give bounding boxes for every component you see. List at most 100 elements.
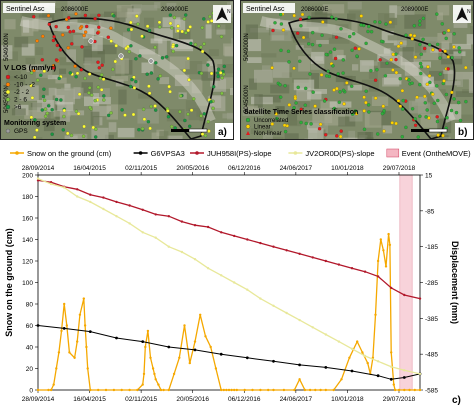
ps-point — [391, 52, 395, 57]
terrain-patch — [359, 60, 374, 72]
terrain-patch — [111, 76, 129, 82]
map-panel-b: Sentinel Asc 2086000E 2089000E 5049000N 5045… — [240, 0, 474, 140]
ps-point — [310, 30, 315, 35]
ps-point — [335, 134, 339, 138]
series-point — [172, 372, 176, 376]
x-tick-label-top: 02/11/2015 — [125, 165, 157, 172]
ps-point — [96, 85, 101, 89]
ps-point — [330, 15, 334, 19]
ps-point — [222, 64, 226, 69]
ps-point — [419, 71, 423, 76]
series-point — [403, 388, 406, 392]
ps-point — [283, 83, 287, 88]
ps-point — [373, 96, 378, 100]
terrain-patch — [250, 128, 273, 135]
terrain-patch — [216, 24, 226, 35]
terrain-patch — [170, 39, 193, 49]
y-tick-label-right: -385 — [425, 316, 438, 323]
ps-point — [168, 89, 172, 94]
ps-point — [166, 114, 171, 119]
ps-point — [415, 95, 419, 100]
terrain-patch — [47, 74, 59, 80]
series-point — [183, 324, 186, 327]
ps-point — [355, 54, 359, 58]
ps-point — [418, 19, 422, 23]
terrain-patch — [351, 18, 358, 33]
series-point — [376, 360, 380, 363]
ps-point — [33, 135, 37, 139]
ps-point — [219, 35, 224, 39]
terrain-patch — [48, 87, 57, 96]
ps-point — [79, 68, 84, 72]
terrain-patch — [270, 84, 290, 94]
ps-point — [29, 115, 34, 120]
ps-point — [180, 29, 184, 34]
terrain-patch — [397, 6, 415, 15]
ps-point — [106, 113, 111, 118]
x-tick-label: 20/05/2016 — [176, 396, 209, 403]
ps-point — [410, 81, 414, 85]
ps-point — [171, 49, 175, 54]
series-point — [52, 383, 55, 386]
terrain-patch — [11, 108, 26, 116]
series-point — [233, 281, 236, 284]
terrain-patch — [364, 112, 382, 128]
ps-point — [410, 37, 414, 41]
ps-point — [199, 114, 203, 118]
ps-point — [428, 80, 432, 85]
terrain-patch — [328, 37, 350, 44]
map-a-canvas: Sentinel Asc2086000E2089000E5049000N5045… — [1, 1, 233, 139]
terrain-patch — [104, 134, 114, 139]
series-point — [356, 340, 359, 343]
ps-point — [359, 14, 364, 18]
ps-point — [378, 20, 382, 24]
ps-point — [350, 48, 354, 53]
ps-point — [310, 42, 315, 47]
legend-swatch — [5, 74, 11, 80]
ps-point — [178, 94, 183, 98]
ps-point — [172, 15, 177, 20]
ps-point — [209, 19, 214, 23]
ps-point — [147, 91, 152, 95]
ps-point — [286, 49, 291, 54]
series-point — [104, 388, 108, 392]
ps-point — [147, 84, 151, 88]
ps-point — [127, 50, 132, 54]
terrain-patch — [67, 1, 81, 14]
ps-point — [367, 110, 371, 114]
ps-point — [279, 48, 283, 53]
ps-point — [134, 57, 138, 61]
series-point — [102, 207, 105, 211]
ps-point — [112, 14, 116, 18]
series-point — [141, 231, 144, 234]
ps-point — [202, 42, 206, 46]
ps-point — [404, 125, 408, 130]
ps-point — [206, 119, 210, 124]
series-point — [136, 388, 139, 392]
series-point — [220, 231, 223, 234]
series-point — [397, 388, 401, 392]
series-point — [141, 208, 144, 211]
series-point — [225, 388, 228, 392]
terrain-patch — [91, 36, 103, 52]
ps-point — [446, 67, 450, 71]
series-point — [390, 286, 393, 290]
terrain-patch — [316, 40, 329, 45]
ps-point — [380, 111, 385, 116]
ps-point — [441, 133, 445, 138]
ps-point — [349, 84, 354, 89]
series-point — [285, 249, 288, 252]
ps-point — [123, 113, 127, 117]
ps-point — [186, 56, 190, 61]
ps-point — [113, 59, 118, 64]
terrain-patch — [205, 24, 212, 39]
ps-point — [308, 72, 312, 76]
terrain-patch — [127, 8, 141, 15]
series-point — [222, 388, 225, 392]
series-point — [259, 388, 262, 392]
ps-point — [304, 121, 308, 126]
ps-point — [366, 103, 371, 107]
ps-point — [91, 125, 96, 130]
ps-point — [100, 63, 104, 67]
ps-point — [362, 109, 366, 113]
